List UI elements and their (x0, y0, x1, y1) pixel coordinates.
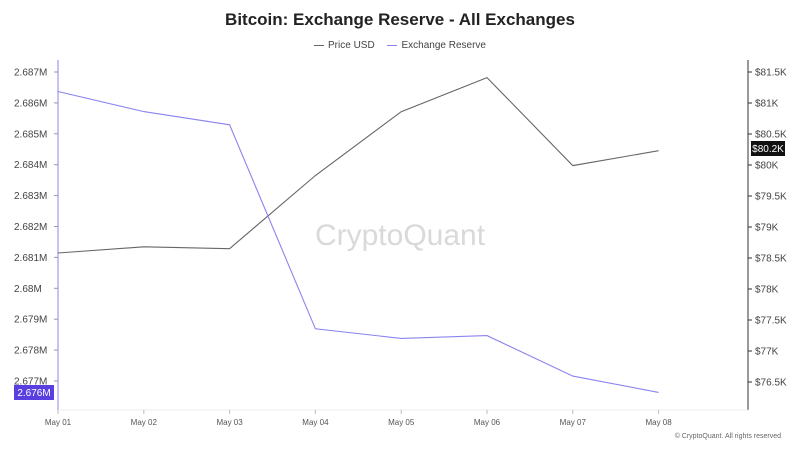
legend-label-reserve: Exchange Reserve (401, 40, 486, 51)
series-line-price-usd (57, 76, 659, 254)
right-tick-label: $79K (755, 223, 779, 234)
x-tick-label: May 03 (216, 418, 243, 427)
watermark: CryptoQuant (315, 219, 486, 252)
right-axis-ticks: $76.5K $77K $77.5K $78K $78.5K $79K $79.5K $80K… (748, 68, 787, 389)
chart-title: Bitcoin: Exchange Reserve - All Exchange… (225, 10, 575, 29)
right-tick-label: $77.5K (755, 316, 787, 327)
right-tick-label: $79.5K (755, 192, 787, 203)
x-tick-label: May 05 (388, 418, 415, 427)
current-reserve-badge-bg (14, 385, 54, 400)
left-tick-label: 2.68M (14, 284, 42, 295)
legend-swatch-reserve (387, 45, 398, 46)
left-tick-label: 2.684M (14, 160, 47, 171)
current-price-badge-bg (751, 141, 785, 156)
copyright-text: © CryptoQuant. All rights reserved (675, 432, 781, 440)
series-line-exchange-reserve (57, 90, 659, 393)
x-tick-label: May 02 (131, 418, 158, 427)
legend-label-price: Price USD (328, 40, 375, 51)
legend-item-price[interactable]: Price USD (314, 40, 375, 51)
right-tick-label: $78.5K (755, 254, 787, 265)
x-tick-label: May 08 (645, 418, 672, 427)
legend-item-reserve[interactable]: Exchange Reserve (387, 40, 486, 51)
current-price-label: $80.2K (752, 144, 784, 155)
x-axis-ticks: May 01 May 02 May 03 May 04 May 05 May 06 May … (45, 410, 672, 427)
right-tick-label: $76.5K (755, 378, 787, 389)
current-reserve-label: 2.676M (17, 388, 50, 399)
current-reserve-badge: 2.676M (14, 385, 54, 400)
right-tick-label: $81.5K (755, 68, 787, 79)
right-tick-label: $78K (755, 285, 779, 296)
chart-legend: Price USD Exchange Reserve (0, 38, 800, 51)
x-tick-label: May 07 (560, 418, 587, 427)
x-tick-label: May 06 (474, 418, 501, 427)
series-layer (57, 76, 659, 393)
left-tick-label: 2.679M (14, 315, 47, 326)
left-tick-label: 2.686M (14, 98, 47, 109)
left-tick-label: 2.683M (14, 191, 47, 202)
x-tick-label: May 04 (302, 418, 329, 427)
right-tick-label: $80K (755, 161, 779, 172)
left-tick-label: 2.681M (14, 253, 47, 264)
right-tick-label: $77K (755, 347, 779, 358)
left-axis-ticks: 2.677M 2.678M 2.679M 2.68M 2.681M 2.682M 2.683… (14, 68, 58, 388)
left-tick-label: 2.687M (14, 68, 47, 79)
left-tick-label: 2.682M (14, 222, 47, 233)
left-tick-label: 2.677M (14, 377, 47, 388)
left-tick-label: 2.685M (14, 129, 47, 140)
right-tick-label: $80.5K (755, 130, 787, 141)
left-tick-label: 2.678M (14, 346, 47, 357)
legend-swatch-price (314, 45, 325, 46)
right-tick-label: $81K (755, 99, 779, 110)
x-tick-label: May 01 (45, 418, 72, 427)
current-price-badge: $80.2K (751, 141, 785, 156)
